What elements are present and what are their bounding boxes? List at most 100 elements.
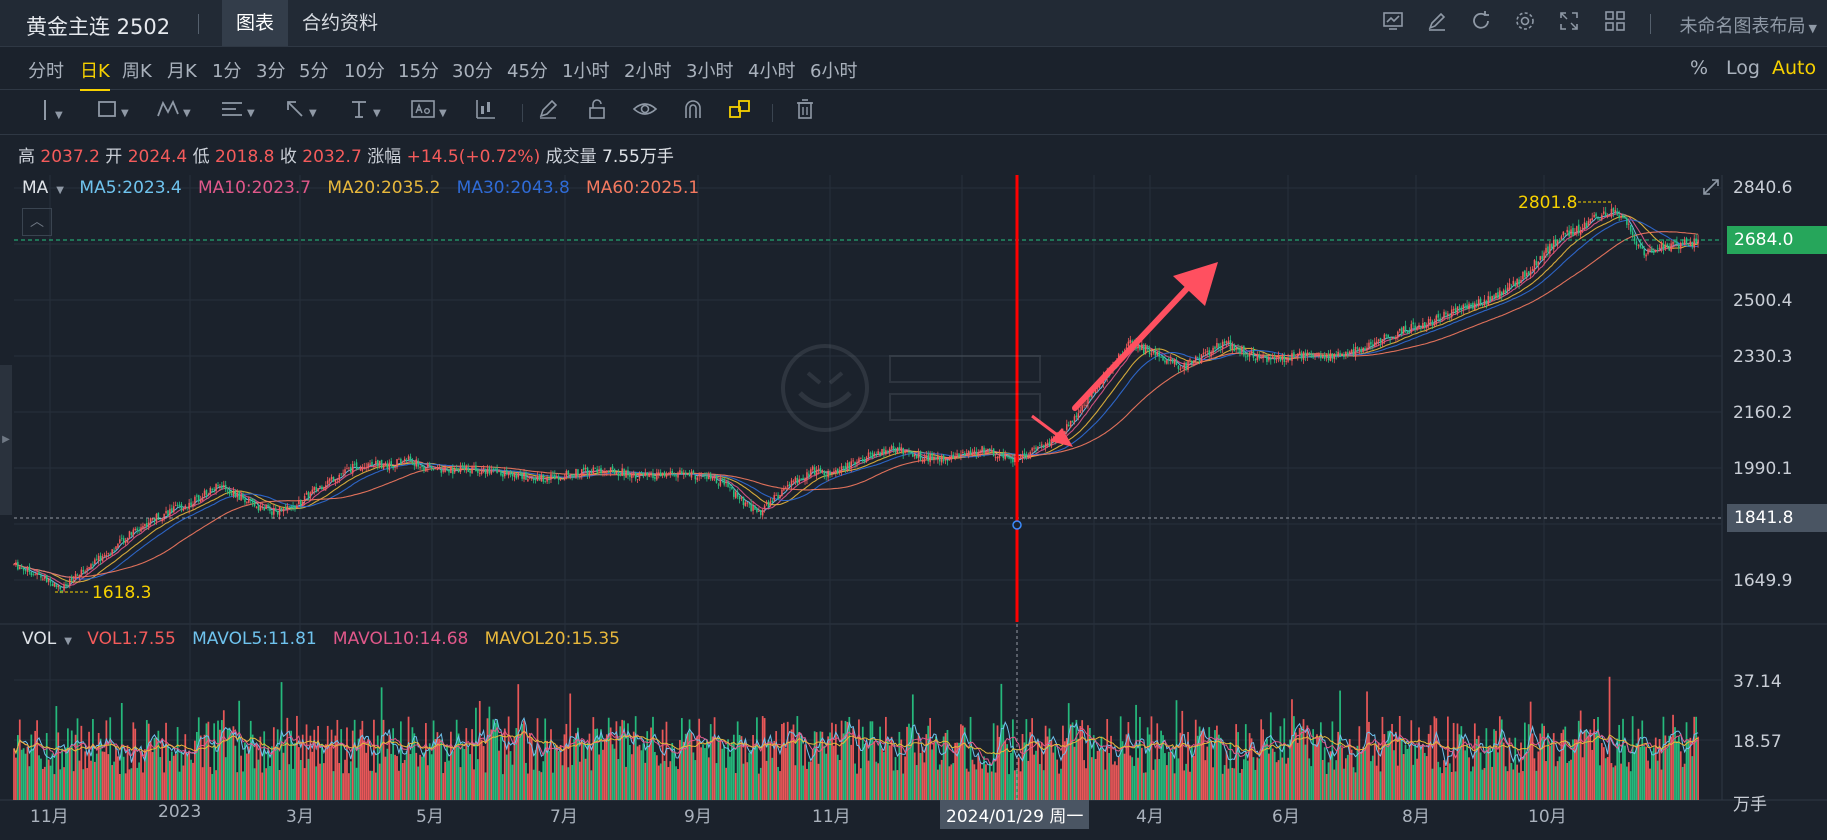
period-intraday[interactable]: 分时 — [28, 61, 64, 82]
text-tool[interactable]: ▼ — [348, 98, 381, 126]
candle-body — [1524, 270, 1526, 278]
candle-body — [888, 448, 891, 453]
volume-bar — [1167, 751, 1170, 800]
volume-bar — [904, 756, 906, 800]
chart-settings-icon[interactable] — [1380, 10, 1406, 36]
period-3min[interactable]: 3分 — [256, 61, 286, 82]
sidebar-toggle[interactable]: ▶ — [0, 365, 12, 515]
layout-grid-icon[interactable] — [1602, 10, 1628, 36]
pen-tool[interactable] — [537, 98, 559, 126]
volume-bar — [1242, 759, 1245, 800]
period-weekly[interactable]: 周K — [122, 61, 152, 82]
volume-bar — [567, 767, 570, 800]
volume-bar — [480, 739, 483, 800]
fib-tool[interactable]: ▼ — [220, 98, 255, 126]
candle-body — [1691, 242, 1694, 247]
period-6h[interactable]: 6小时 — [810, 61, 858, 82]
volume-bar — [82, 769, 85, 800]
fullscreen-icon[interactable] — [1556, 10, 1582, 36]
magnet-tool[interactable] — [682, 98, 704, 126]
volume-bar — [369, 770, 371, 800]
candle-body — [1218, 343, 1220, 348]
volume-bar — [738, 734, 741, 800]
scale-log[interactable]: Log — [1726, 57, 1760, 79]
vol-legend[interactable]: VOL ▼ VOL1:7.55 MAVOL5:11.81 MAVOL10:14.6… — [22, 629, 620, 649]
candle-body — [115, 546, 117, 550]
line-tool[interactable]: ▼ — [38, 98, 63, 126]
volume-bar — [1291, 699, 1293, 800]
expand-chart-button[interactable] — [1700, 176, 1722, 202]
period-1min[interactable]: 1分 — [212, 61, 242, 82]
candle-body — [473, 466, 475, 468]
volume-bar — [401, 763, 404, 800]
candle-body — [796, 477, 799, 484]
volume-bar — [936, 769, 939, 800]
period-30min[interactable]: 30分 — [452, 61, 493, 82]
volume-bar — [307, 758, 310, 800]
period-5min[interactable]: 5分 — [299, 61, 329, 82]
pattern-tool[interactable]: ▼ — [156, 98, 191, 126]
period-15min[interactable]: 15分 — [398, 61, 439, 82]
candle-body — [915, 454, 918, 459]
gear-icon[interactable] — [1512, 10, 1538, 36]
period-45min[interactable]: 45分 — [507, 61, 548, 82]
candle-body — [615, 471, 618, 475]
label-tool[interactable]: ▼ — [410, 98, 447, 126]
period-2h[interactable]: 2小时 — [624, 61, 672, 82]
candle-body — [1356, 347, 1359, 349]
candle-body — [478, 472, 481, 474]
candle-body — [126, 537, 129, 543]
volume-bar — [353, 719, 356, 800]
period-4h[interactable]: 4小时 — [748, 61, 796, 82]
volume-bar — [448, 760, 450, 800]
arrow-tool[interactable]: ▼ — [284, 98, 317, 126]
tab-chart[interactable]: 图表 — [222, 0, 289, 46]
candle-body — [977, 452, 980, 455]
scale-auto[interactable]: Auto — [1772, 57, 1817, 79]
sync-drawings-tool[interactable] — [728, 98, 752, 126]
volume-bar — [1560, 733, 1563, 800]
candle-body — [344, 469, 346, 474]
candle-body — [1470, 303, 1472, 305]
candle-body — [176, 504, 179, 506]
volume-bar — [692, 752, 695, 800]
period-daily[interactable]: 日K — [80, 57, 110, 91]
candle-body — [105, 554, 108, 557]
delete-tool[interactable] — [794, 98, 816, 126]
draw-icon[interactable] — [1424, 10, 1450, 36]
period-3h[interactable]: 3小时 — [686, 61, 734, 82]
scale-percent[interactable]: % — [1690, 57, 1709, 79]
candle-body — [423, 467, 425, 471]
candle-tool[interactable] — [474, 98, 496, 126]
refresh-icon[interactable] — [1468, 10, 1494, 36]
layout-selector[interactable]: 未命名图表布局 ▼ — [1680, 12, 1817, 38]
visibility-tool[interactable] — [632, 98, 658, 126]
volume-bar — [578, 761, 581, 800]
period-1h[interactable]: 1小时 — [562, 61, 610, 82]
lock-tool[interactable] — [586, 98, 608, 126]
ma20-value: MA20:2035.2 — [327, 178, 441, 198]
volume-bar — [330, 729, 333, 800]
volume-bar — [671, 742, 674, 800]
volume-bar — [249, 720, 252, 800]
volume-bar — [711, 736, 714, 800]
collapse-legend-button[interactable]: ︿ — [22, 208, 52, 236]
period-monthly[interactable]: 月K — [167, 61, 197, 82]
candle-body — [927, 454, 929, 462]
period-10min[interactable]: 10分 — [344, 61, 385, 82]
candle-body — [42, 578, 44, 580]
volume-bar — [1489, 747, 1492, 800]
tab-contract-info[interactable]: 合约资料 — [302, 12, 379, 34]
volume-bar — [528, 732, 531, 800]
ma-legend[interactable]: MA ▼ MA5:2023.4 MA10:2023.7 MA20:2035.2 M… — [22, 178, 699, 198]
shape-tool[interactable]: ▼ — [96, 98, 129, 126]
volume-bar — [990, 771, 993, 800]
volume-bar — [272, 727, 275, 800]
volume-bar — [1208, 727, 1211, 800]
candle-body — [480, 469, 483, 474]
volume-bar — [1666, 748, 1669, 800]
candle-body — [709, 473, 712, 479]
volume-bar — [1300, 726, 1303, 800]
candle-body — [224, 484, 227, 490]
